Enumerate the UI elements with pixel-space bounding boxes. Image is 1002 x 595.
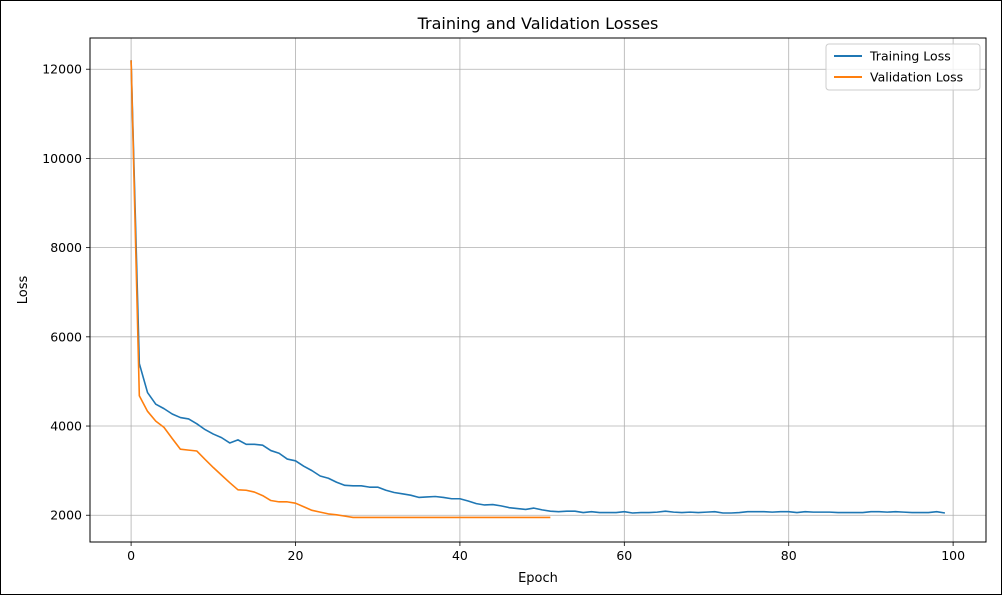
y-axis: 2000 4000 6000 8000 10000 12000 xyxy=(42,62,90,523)
x-tick-label: 20 xyxy=(288,548,304,563)
x-tick-label: 0 xyxy=(127,548,135,563)
legend: Training Loss Validation Loss xyxy=(825,43,981,91)
series-layer xyxy=(130,60,946,519)
x-tick-label: 40 xyxy=(452,548,468,563)
x-tick-label: 60 xyxy=(616,548,632,563)
y-tick-label: 12000 xyxy=(42,62,82,77)
y-tick-label: 6000 xyxy=(50,329,82,344)
x-tick-label: 100 xyxy=(941,548,965,563)
x-axis: 0 20 40 60 80 100 xyxy=(127,542,965,563)
legend-box xyxy=(825,43,981,91)
x-tick-label: 80 xyxy=(781,548,797,563)
series-line-training-loss xyxy=(130,60,946,514)
plot-area-border xyxy=(89,37,987,543)
y-axis-label: Loss xyxy=(16,276,31,305)
y-tick-label: 2000 xyxy=(50,508,82,523)
legend-label-training: Training Loss xyxy=(869,49,951,64)
legend-label-validation: Validation Loss xyxy=(870,70,963,85)
x-axis-label: Epoch xyxy=(518,571,558,586)
grid-lines xyxy=(90,38,986,542)
y-tick-label: 4000 xyxy=(50,419,82,434)
y-tick-label: 10000 xyxy=(42,151,82,166)
y-tick-label: 8000 xyxy=(50,240,82,255)
series-line-validation-loss xyxy=(130,60,551,519)
chart-title: Training and Validation Losses xyxy=(417,14,659,33)
